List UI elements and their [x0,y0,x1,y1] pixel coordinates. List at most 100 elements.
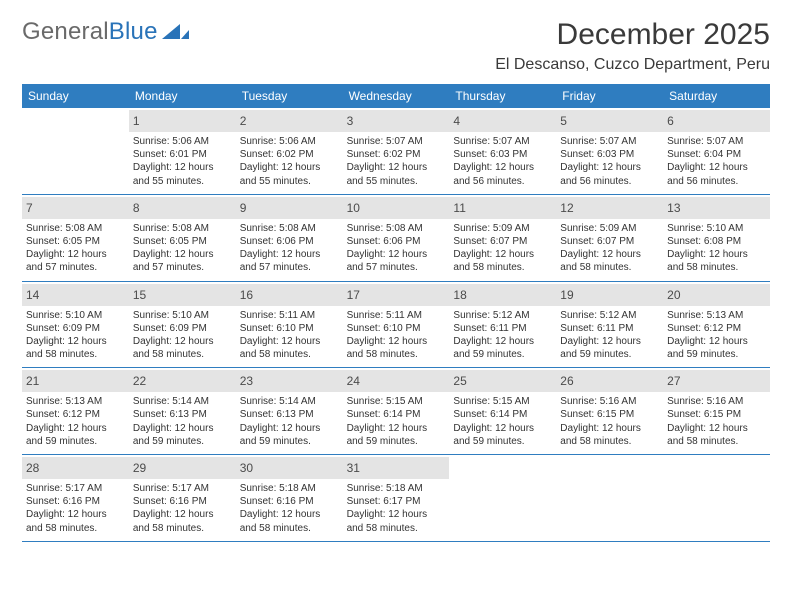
day-number: 5 [560,114,567,128]
day-number: 31 [347,461,360,475]
day-cell: 31 Sunrise: 5:18 AMSunset: 6:17 PMDayligh… [343,455,450,541]
day-number: 21 [26,374,39,388]
day-cell: 1 Sunrise: 5:06 AMSunset: 6:01 PMDaylight… [129,108,236,194]
day-number: 12 [560,201,573,215]
day-number: 17 [347,288,360,302]
day-header: 10 [343,197,450,219]
day-body: Sunrise: 5:08 AMSunset: 6:06 PMDaylight:… [347,222,446,275]
day-cell: 29 Sunrise: 5:17 AMSunset: 6:16 PMDayligh… [129,455,236,541]
location: El Descanso, Cuzco Department, Peru [495,56,770,74]
weekday-cell: Monday [129,84,236,108]
day-body: Sunrise: 5:08 AMSunset: 6:06 PMDaylight:… [240,222,339,275]
logo-icon [162,19,190,46]
day-body: Sunrise: 5:06 AMSunset: 6:02 PMDaylight:… [240,135,339,188]
empty-cell [22,108,129,194]
day-header: 4 [449,110,556,132]
day-body: Sunrise: 5:15 AMSunset: 6:14 PMDaylight:… [453,395,552,448]
day-body: Sunrise: 5:17 AMSunset: 6:16 PMDaylight:… [133,482,232,535]
day-header: 28 [22,457,129,479]
day-header: 2 [236,110,343,132]
day-body: Sunrise: 5:06 AMSunset: 6:01 PMDaylight:… [133,135,232,188]
empty-cell [449,455,556,541]
day-body: Sunrise: 5:18 AMSunset: 6:17 PMDaylight:… [347,482,446,535]
day-cell: 16Sunrise: 5:11 AMSunset: 6:10 PMDayligh… [236,282,343,368]
logo-part1: General [22,18,109,45]
day-header: 19 [556,284,663,306]
day-body: Sunrise: 5:09 AMSunset: 6:07 PMDaylight:… [453,222,552,275]
day-cell: 26Sunrise: 5:16 AMSunset: 6:15 PMDayligh… [556,368,663,454]
day-body: Sunrise: 5:15 AMSunset: 6:14 PMDaylight:… [347,395,446,448]
day-body: Sunrise: 5:10 AMSunset: 6:09 PMDaylight:… [26,309,125,362]
day-header: 1 [129,110,236,132]
day-cell: 23 Sunrise: 5:14 AMSunset: 6:13 PMDayligh… [236,368,343,454]
day-header: 17 [343,284,450,306]
day-body: Sunrise: 5:09 AMSunset: 6:07 PMDaylight:… [560,222,659,275]
day-cell: 18Sunrise: 5:12 AMSunset: 6:11 PMDayligh… [449,282,556,368]
day-number: 29 [133,461,146,475]
day-cell: 5Sunrise: 5:07 AMSunset: 6:03 PMDaylight… [556,108,663,194]
day-header: 23 [236,370,343,392]
day-number: 15 [133,288,146,302]
day-number: 18 [453,288,466,302]
day-header: 18 [449,284,556,306]
day-body: Sunrise: 5:07 AMSunset: 6:04 PMDaylight:… [667,135,766,188]
day-header: 7 [22,197,129,219]
day-cell: 22 Sunrise: 5:14 AMSunset: 6:13 PMDayligh… [129,368,236,454]
day-cell: 27Sunrise: 5:16 AMSunset: 6:15 PMDayligh… [663,368,770,454]
day-number: 30 [240,461,253,475]
day-number: 9 [240,201,247,215]
day-header: 22 [129,370,236,392]
day-number: 23 [240,374,253,388]
day-body: Sunrise: 5:14 AMSunset: 6:13 PMDaylight:… [240,395,339,448]
day-cell: 4Sunrise: 5:07 AMSunset: 6:03 PMDaylight… [449,108,556,194]
day-header: 5 [556,110,663,132]
day-cell: 9 Sunrise: 5:08 AMSunset: 6:06 PMDaylight… [236,195,343,281]
day-header: 24 [343,370,450,392]
day-header: 29 [129,457,236,479]
day-header: 21 [22,370,129,392]
day-number: 28 [26,461,39,475]
day-cell: 6 Sunrise: 5:07 AMSunset: 6:04 PMDaylight… [663,108,770,194]
day-cell: 25 Sunrise: 5:15 AMSunset: 6:14 PMDayligh… [449,368,556,454]
weekday-cell: Saturday [663,84,770,108]
day-header: 11 [449,197,556,219]
day-number: 24 [347,374,360,388]
day-cell: 17 Sunrise: 5:11 AMSunset: 6:10 PMDayligh… [343,282,450,368]
day-header: 14 [22,284,129,306]
day-number: 10 [347,201,360,215]
day-cell: 13Sunrise: 5:10 AMSunset: 6:08 PMDayligh… [663,195,770,281]
month-title: December 2025 [495,18,770,52]
day-body: Sunrise: 5:13 AMSunset: 6:12 PMDaylight:… [26,395,125,448]
day-body: Sunrise: 5:10 AMSunset: 6:09 PMDaylight:… [133,309,232,362]
weekday-cell: Tuesday [236,84,343,108]
day-cell: 12 Sunrise: 5:09 AMSunset: 6:07 PMDayligh… [556,195,663,281]
day-body: Sunrise: 5:14 AMSunset: 6:13 PMDaylight:… [133,395,232,448]
day-number: 8 [133,201,140,215]
logo-text: GeneralBlue [22,18,158,46]
day-header: 27 [663,370,770,392]
day-header: 20 [663,284,770,306]
day-number: 4 [453,114,460,128]
day-body: Sunrise: 5:08 AMSunset: 6:05 PMDaylight:… [26,222,125,275]
day-cell: 15 Sunrise: 5:10 AMSunset: 6:09 PMDayligh… [129,282,236,368]
day-number: 1 [133,114,140,128]
day-cell: 30 Sunrise: 5:18 AMSunset: 6:16 PMDayligh… [236,455,343,541]
day-body: Sunrise: 5:18 AMSunset: 6:16 PMDaylight:… [240,482,339,535]
day-cell: 28Sunrise: 5:17 AMSunset: 6:16 PMDayligh… [22,455,129,541]
day-header: 16 [236,284,343,306]
logo-part2: Blue [109,18,158,45]
day-header: 26 [556,370,663,392]
day-number: 6 [667,114,674,128]
title-block: December 2025 El Descanso, Cuzco Departm… [495,18,770,74]
weekday-row: SundayMondayTuesdayWednesdayThursdayFrid… [22,84,770,108]
day-number: 25 [453,374,466,388]
day-body: Sunrise: 5:08 AMSunset: 6:05 PMDaylight:… [133,222,232,275]
day-body: Sunrise: 5:11 AMSunset: 6:10 PMDaylight:… [347,309,446,362]
weekday-cell: Wednesday [343,84,450,108]
day-number: 14 [26,288,39,302]
day-header: 9 [236,197,343,219]
day-cell: 8 Sunrise: 5:08 AMSunset: 6:05 PMDaylight… [129,195,236,281]
day-cell: 14 Sunrise: 5:10 AMSunset: 6:09 PMDayligh… [22,282,129,368]
day-cell: 20Sunrise: 5:13 AMSunset: 6:12 PMDayligh… [663,282,770,368]
day-header: 25 [449,370,556,392]
